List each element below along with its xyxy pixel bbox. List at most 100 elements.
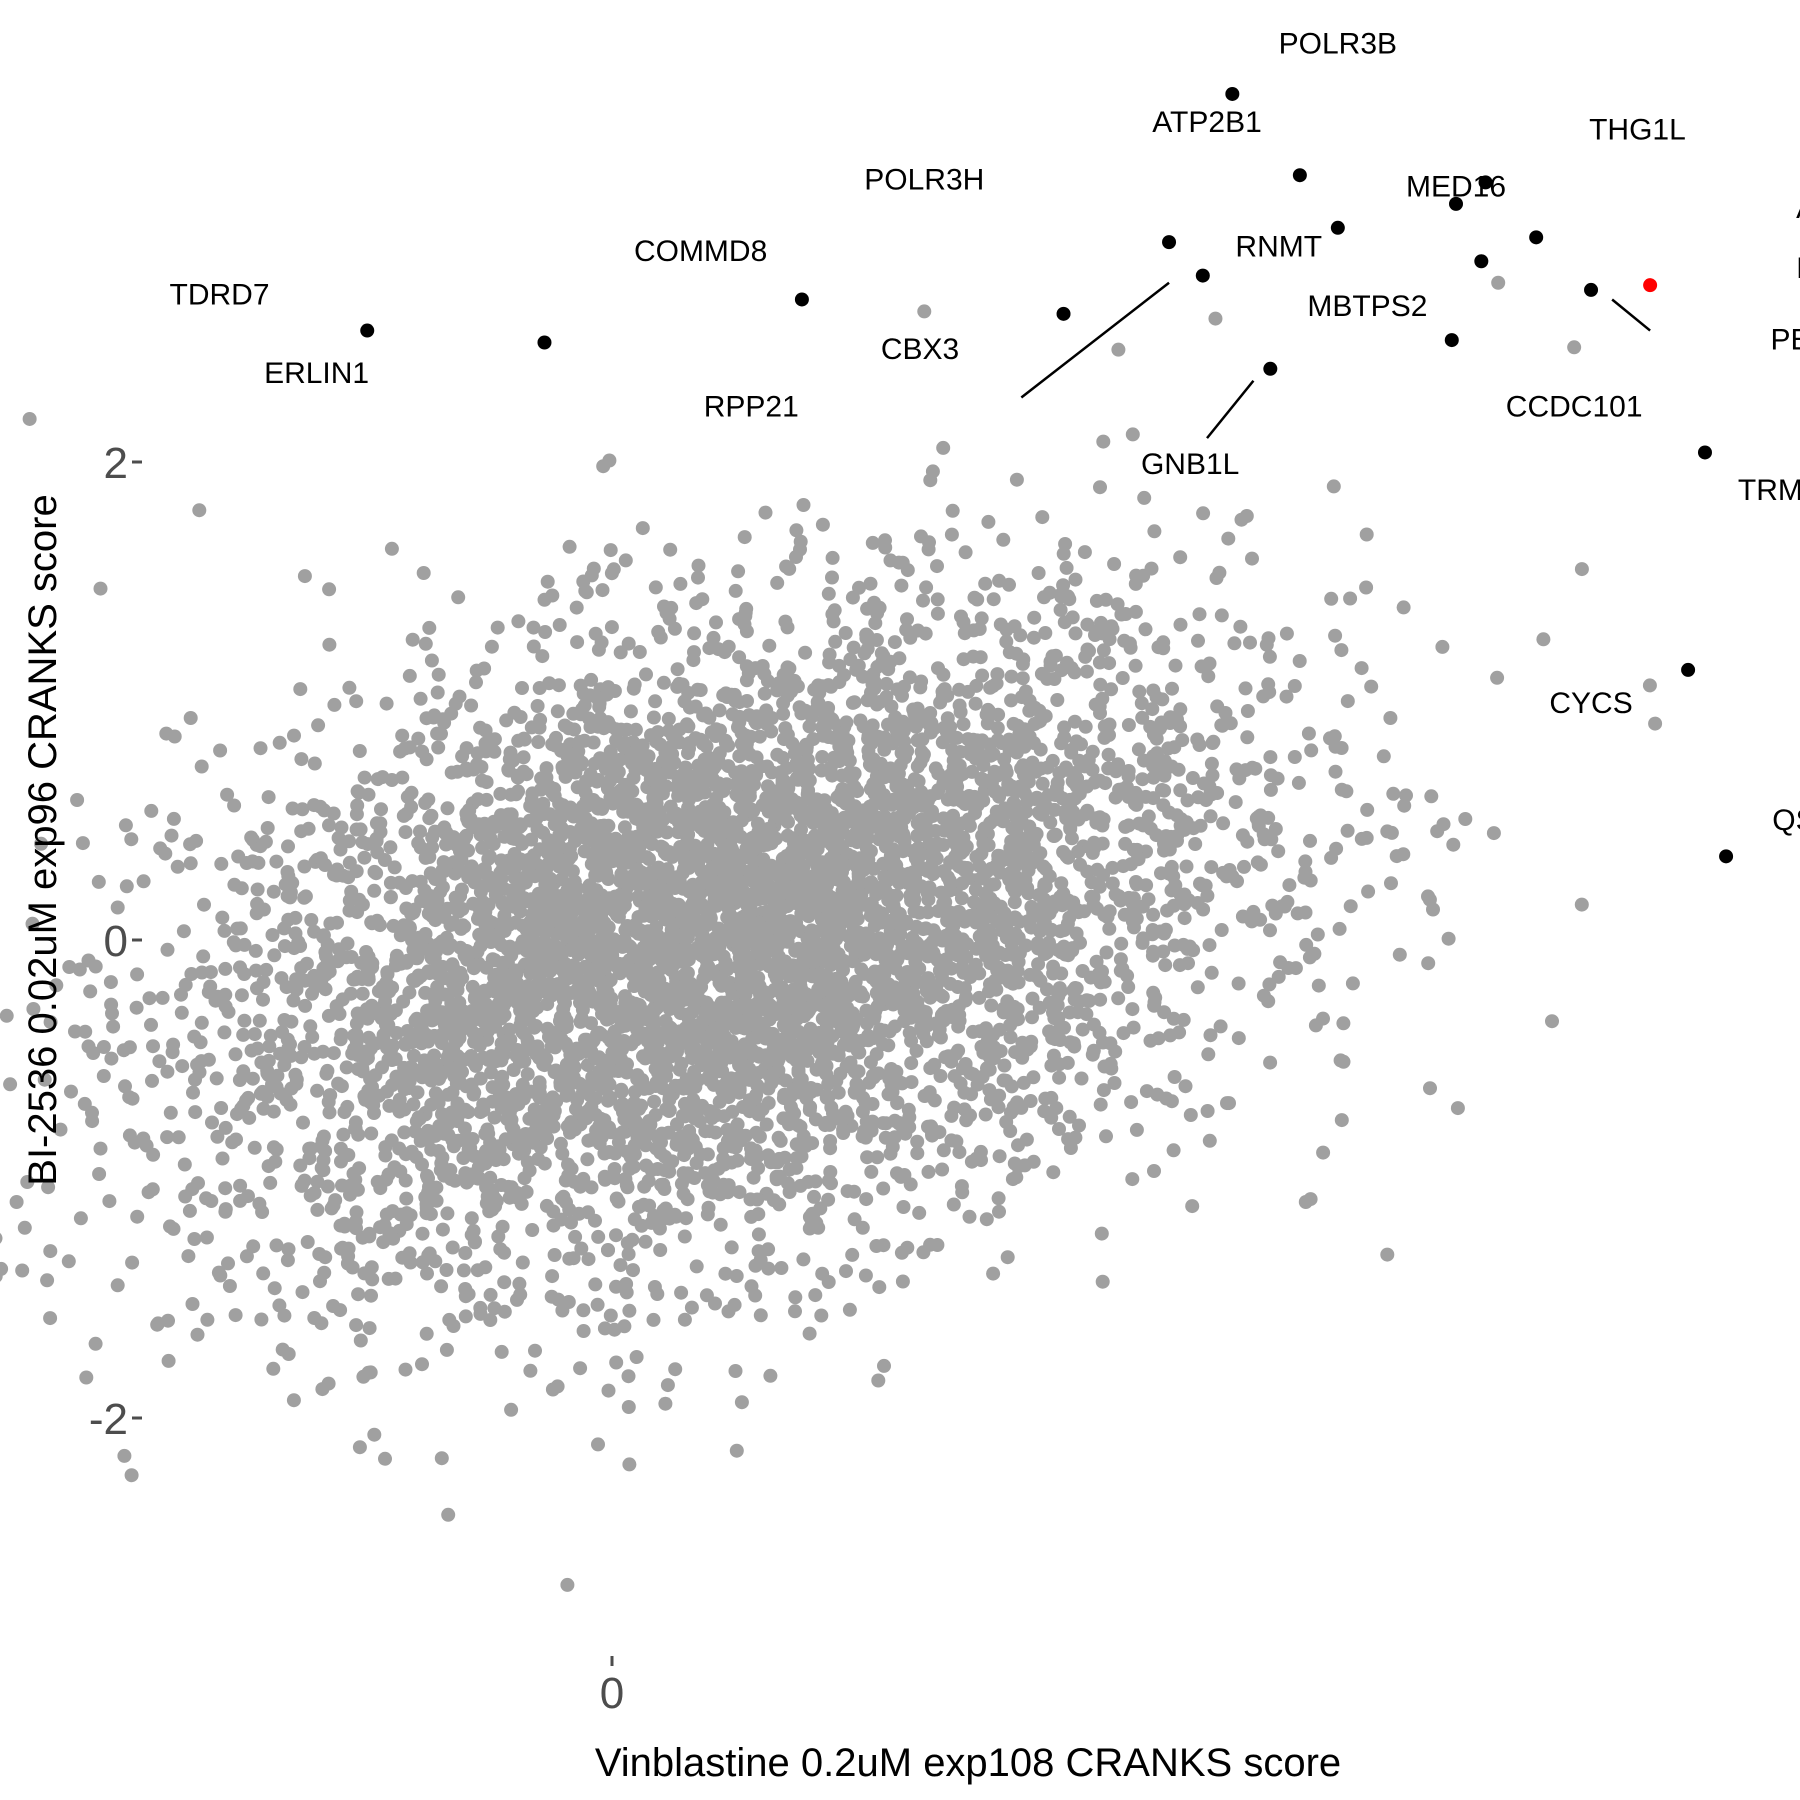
background-point — [999, 1115, 1014, 1129]
background-point — [377, 853, 392, 867]
background-point — [430, 966, 444, 981]
background-point — [1111, 991, 1126, 1006]
background-point — [75, 836, 90, 851]
background-point — [431, 667, 446, 682]
background-point — [439, 1342, 454, 1357]
background-point — [461, 1105, 476, 1120]
background-point — [104, 1051, 119, 1066]
background-point — [1380, 1247, 1395, 1262]
background-point — [96, 1069, 111, 1083]
background-point — [674, 768, 689, 783]
background-point — [621, 1247, 636, 1262]
background-point — [464, 698, 479, 713]
background-point — [192, 503, 207, 518]
background-point — [815, 1266, 830, 1281]
background-point — [379, 696, 394, 711]
background-point — [269, 1238, 284, 1253]
background-point — [519, 1184, 534, 1199]
background-point — [434, 1451, 449, 1466]
background-point — [964, 1154, 979, 1169]
background-point — [602, 1145, 617, 1159]
background-point — [709, 615, 723, 630]
background-point — [539, 761, 554, 776]
background-point — [445, 1240, 460, 1255]
background-point — [83, 984, 98, 999]
background-point — [177, 1157, 192, 1172]
background-point — [1067, 714, 1082, 729]
background-point — [999, 1073, 1013, 1088]
background-point — [1121, 718, 1136, 732]
background-point — [1072, 994, 1087, 1009]
background-point — [1078, 719, 1093, 734]
background-point — [514, 1196, 529, 1211]
background-point — [515, 1255, 530, 1270]
background-point — [680, 966, 695, 980]
background-point — [980, 716, 995, 731]
background-point — [170, 859, 185, 874]
background-point — [1328, 764, 1343, 779]
background-point — [469, 675, 483, 690]
background-point — [720, 1122, 735, 1137]
background-point — [789, 550, 803, 564]
background-point — [247, 1027, 262, 1042]
background-point — [15, 1263, 30, 1278]
background-point — [944, 1133, 959, 1148]
background-point — [374, 802, 388, 817]
background-point — [666, 917, 681, 932]
background-point — [326, 1299, 341, 1313]
background-point — [825, 570, 839, 585]
background-point — [1383, 711, 1398, 725]
background-point — [658, 1396, 673, 1411]
background-point — [1446, 837, 1461, 852]
background-point — [322, 637, 337, 652]
background-point — [930, 606, 945, 621]
background-point — [171, 1130, 186, 1145]
background-point — [1214, 608, 1229, 623]
background-point — [622, 1303, 637, 1318]
background-point — [1332, 921, 1347, 936]
background-point — [444, 996, 459, 1011]
background-point — [588, 689, 603, 704]
background-point — [1450, 1101, 1465, 1116]
background-point — [878, 533, 892, 548]
background-point — [757, 686, 772, 701]
background-point — [887, 980, 902, 995]
background-point — [49, 978, 64, 993]
background-point — [17, 1220, 32, 1235]
background-point — [915, 750, 930, 765]
background-point — [200, 1312, 215, 1327]
background-point — [904, 1056, 919, 1071]
background-point — [731, 564, 746, 579]
background-point — [307, 1046, 322, 1061]
background-point — [293, 939, 308, 953]
background-point — [1324, 591, 1339, 606]
background-point — [839, 1264, 853, 1279]
background-point — [1287, 750, 1302, 764]
background-point — [64, 1084, 78, 1099]
background-point — [497, 829, 512, 844]
background-point — [435, 1222, 450, 1237]
background-point — [517, 1143, 532, 1158]
background-point — [916, 593, 930, 608]
background-point — [574, 1241, 589, 1256]
background-point — [217, 923, 232, 938]
background-point — [378, 1451, 392, 1466]
background-point — [1240, 704, 1255, 718]
background-point — [749, 1125, 764, 1140]
background-point — [935, 963, 950, 978]
background-point — [398, 825, 413, 840]
background-point — [359, 945, 374, 959]
background-point — [992, 1204, 1006, 1219]
background-point — [520, 1032, 535, 1047]
background-point — [287, 728, 301, 743]
background-point — [535, 649, 550, 664]
background-point — [1359, 527, 1374, 542]
background-point — [1026, 1154, 1041, 1169]
background-point — [595, 583, 610, 598]
background-point — [34, 836, 49, 851]
background-point — [665, 849, 680, 864]
background-point — [124, 832, 139, 847]
background-point — [261, 790, 276, 805]
background-point — [955, 1185, 970, 1200]
background-point — [672, 676, 687, 691]
